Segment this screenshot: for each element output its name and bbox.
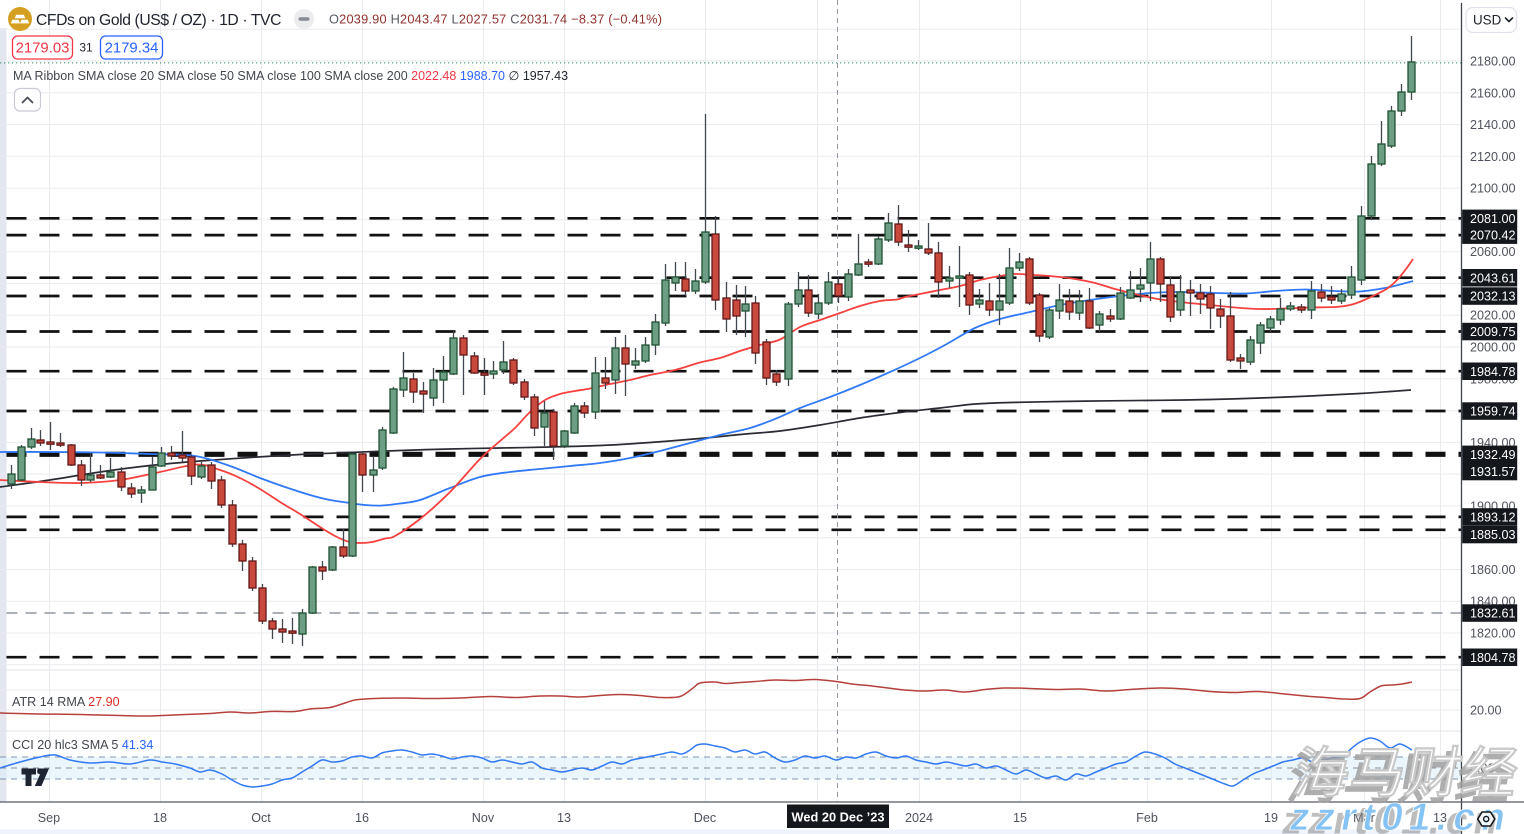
- svg-text:1804.78: 1804.78: [1470, 651, 1516, 665]
- svg-text:0.00: 0.00: [1470, 762, 1495, 776]
- svg-text:1860.00: 1860.00: [1470, 563, 1516, 577]
- svg-text:ATR 14 RMA 27.90: ATR 14 RMA 27.90: [12, 695, 120, 709]
- svg-text:2032.13: 2032.13: [1470, 290, 1516, 304]
- svg-text:1885.03: 1885.03: [1470, 528, 1516, 542]
- svg-text:1820.00: 1820.00: [1470, 627, 1516, 641]
- svg-text:2140.00: 2140.00: [1470, 118, 1516, 132]
- svg-text:2160.00: 2160.00: [1470, 86, 1516, 100]
- svg-text:Mar: Mar: [1353, 811, 1375, 825]
- svg-text:Feb: Feb: [1136, 811, 1158, 825]
- svg-text:20.00: 20.00: [1470, 704, 1502, 718]
- svg-text:Oct: Oct: [251, 811, 271, 825]
- svg-text:13: 13: [557, 811, 571, 825]
- svg-text:2179.34: 2179.34: [105, 41, 159, 57]
- svg-text:18: 18: [153, 811, 167, 825]
- svg-text:zzrt01.cn: zzrt01.cn: [1279, 799, 1508, 834]
- svg-text:31: 31: [79, 41, 93, 55]
- svg-text:2060.00: 2060.00: [1470, 245, 1516, 259]
- svg-text:O2039.90 H2043.47 L2027.57 C20: O2039.90 H2043.47 L2027.57 C2031.74 −8.3…: [329, 12, 662, 27]
- svg-text:19: 19: [1264, 811, 1278, 825]
- svg-text:Wed 20 Dec ’23: Wed 20 Dec ’23: [792, 810, 885, 825]
- svg-text:1984.78: 1984.78: [1470, 365, 1516, 379]
- svg-text:2009.75: 2009.75: [1470, 325, 1516, 339]
- svg-text:2180.00: 2180.00: [1470, 55, 1516, 69]
- svg-text:Dec: Dec: [694, 811, 716, 825]
- svg-text:1931.57: 1931.57: [1470, 465, 1516, 479]
- svg-text:CFDs on Gold (US$ / OZ) · 1D ·: CFDs on Gold (US$ / OZ) · 1D · TVC: [36, 12, 281, 29]
- svg-text:CCI 20 hlc3 SMA 5 41.34: CCI 20 hlc3 SMA 5 41.34: [12, 738, 153, 752]
- svg-text:Sep: Sep: [38, 811, 60, 825]
- svg-text:2179.03: 2179.03: [16, 41, 70, 57]
- svg-text:1893.12: 1893.12: [1470, 511, 1516, 525]
- svg-text:海马财经: 海马财经: [1283, 748, 1518, 810]
- svg-text:2070.42: 2070.42: [1470, 229, 1516, 243]
- svg-text:zzrt01.cn: zzrt01.cn: [1287, 795, 1516, 834]
- svg-text:Nov: Nov: [472, 811, 495, 825]
- svg-text:2081.00: 2081.00: [1470, 212, 1516, 226]
- svg-text:13: 13: [1433, 811, 1447, 825]
- svg-text:16: 16: [355, 811, 369, 825]
- svg-text:MA Ribbon SMA close 20 SMA clo: MA Ribbon SMA close 20 SMA close 50 SMA …: [13, 69, 568, 83]
- svg-text:1959.74: 1959.74: [1470, 405, 1516, 419]
- svg-text:1932.49: 1932.49: [1470, 448, 1516, 462]
- svg-text:2024: 2024: [905, 811, 933, 825]
- svg-text:15: 15: [1013, 811, 1027, 825]
- svg-text:海马财经: 海马财经: [1289, 742, 1524, 804]
- svg-text:2120.00: 2120.00: [1470, 150, 1516, 164]
- svg-text:2000.00: 2000.00: [1470, 341, 1516, 355]
- svg-text:2020.00: 2020.00: [1470, 309, 1516, 323]
- svg-text:2100.00: 2100.00: [1470, 182, 1516, 196]
- svg-text:1832.61: 1832.61: [1470, 607, 1516, 621]
- svg-text:USD: USD: [1473, 13, 1502, 28]
- svg-text:2043.61: 2043.61: [1470, 271, 1516, 285]
